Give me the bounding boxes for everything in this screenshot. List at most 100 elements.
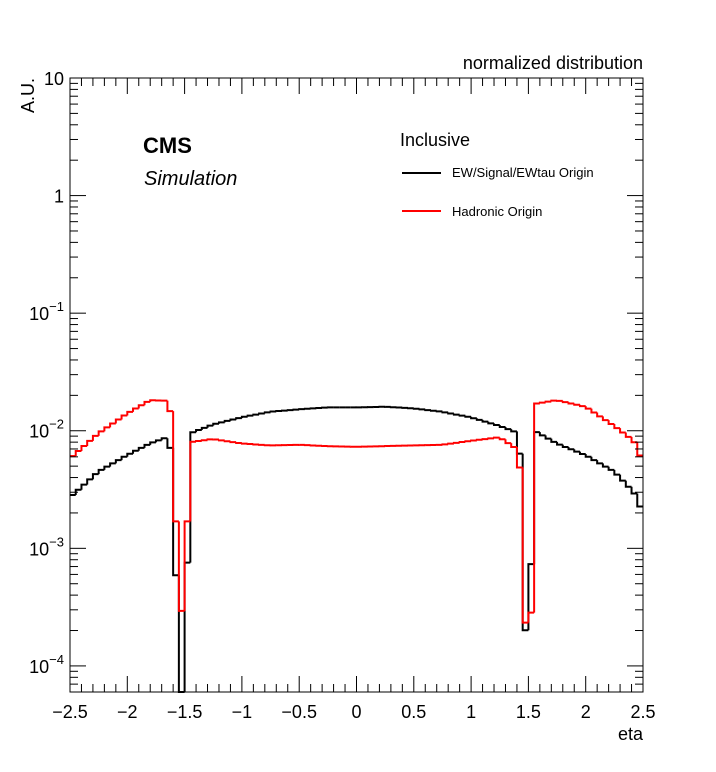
histogram-bin	[447, 442, 454, 445]
histogram-bin	[561, 400, 569, 404]
histogram-bin	[137, 404, 145, 409]
x-tick-label: 0	[351, 702, 361, 722]
histogram-bin	[252, 413, 260, 416]
histogram-bin	[120, 455, 128, 461]
x-tick-label: 2	[581, 702, 591, 722]
histogram-bin	[217, 439, 225, 442]
histogram-bin	[223, 419, 231, 423]
histogram-bin	[74, 450, 82, 457]
histogram-bin	[458, 441, 466, 444]
histogram-bin	[624, 480, 632, 488]
histogram-bin	[143, 400, 151, 406]
histogram-bin	[521, 467, 529, 624]
histogram-bin	[515, 446, 523, 469]
histogram-bin	[538, 432, 546, 437]
histogram-bin	[493, 423, 500, 427]
histogram-bin	[487, 421, 495, 425]
series-hadronic	[70, 399, 643, 624]
histogram-bin	[596, 460, 603, 465]
histogram-bin	[590, 456, 598, 462]
cms-label: CMS	[143, 133, 192, 158]
y-tick-label: 10−3	[29, 534, 64, 559]
x-tick-label: −2	[117, 702, 138, 722]
histogram-bin	[200, 426, 208, 431]
histogram-bin	[578, 404, 586, 408]
x-tick-label: −0.5	[281, 702, 317, 722]
histogram-bin	[556, 441, 563, 446]
histogram-bin	[464, 440, 472, 443]
histogram-bin	[114, 418, 122, 424]
histogram-bin	[183, 520, 191, 611]
histogram-bin	[596, 412, 603, 418]
y-tick-label: 10−1	[29, 299, 64, 324]
histogram-bin	[493, 436, 500, 439]
histogram-bin	[470, 439, 477, 442]
histogram-bin	[149, 441, 156, 445]
histogram-bin	[544, 400, 552, 403]
series-layer	[70, 399, 643, 693]
histogram-bin	[229, 418, 237, 421]
histogram-bin	[619, 428, 626, 434]
y-axis-title: A.U.	[18, 78, 38, 113]
histogram-bin	[97, 430, 105, 436]
x-tick-label: 0.5	[401, 702, 426, 722]
histogram-bin	[613, 469, 621, 476]
histogram-bin	[154, 439, 162, 443]
histogram-bin	[126, 452, 134, 457]
histogram-bin	[561, 444, 569, 448]
histogram-bin	[613, 423, 621, 430]
histogram-bin	[435, 410, 443, 413]
histogram-bin	[200, 439, 208, 442]
histogram-bin	[607, 466, 615, 471]
histogram-bin	[86, 478, 93, 485]
legend: Inclusive EW/Signal/EWtau Origin Hadroni…	[400, 130, 594, 219]
histogram-bin	[149, 399, 156, 402]
x-axis-title: eta	[618, 724, 644, 744]
histogram-bin	[533, 402, 540, 613]
histogram-bin	[91, 434, 99, 441]
simulation-label: Simulation	[144, 168, 237, 190]
legend-label-hadronic: Hadronic Origin	[452, 204, 542, 219]
histogram-bin	[206, 424, 214, 428]
histogram-bin	[195, 439, 202, 442]
histogram-bin	[74, 488, 82, 496]
histogram-bin	[172, 411, 179, 523]
histogram-bin	[475, 438, 483, 441]
histogram-bin	[177, 521, 185, 612]
histogram-bin	[160, 437, 168, 441]
histogram-bin	[235, 417, 242, 420]
x-tick-label: 2.5	[630, 702, 655, 722]
legend-header: Inclusive	[400, 130, 470, 150]
histogram-bin	[246, 414, 254, 417]
histogram-bin	[481, 438, 489, 441]
x-tick-label: 1	[466, 702, 476, 722]
histogram-bin	[109, 422, 116, 428]
histogram-bin	[544, 435, 552, 440]
y-tick-label: 1	[54, 187, 64, 207]
histogram-bin	[166, 400, 174, 413]
histogram-bin	[601, 463, 609, 468]
histogram-bin	[475, 418, 483, 421]
histogram-bin	[573, 403, 580, 406]
histogram-bin	[452, 413, 460, 416]
histogram-bin	[166, 438, 174, 449]
histogram-bin	[103, 465, 111, 470]
histogram-bin	[504, 439, 512, 445]
histogram-bin	[487, 437, 495, 440]
histogram-bin	[109, 462, 116, 467]
histogram-bin	[498, 437, 506, 441]
histogram-bin	[636, 493, 643, 508]
histogram-bin	[601, 416, 609, 422]
histogram-bin	[206, 438, 214, 441]
histogram-bin	[458, 414, 466, 417]
histogram-bin	[424, 409, 431, 412]
histogram-bin	[607, 420, 615, 425]
y-tick-label: 10	[44, 69, 64, 89]
histogram-bin	[464, 415, 472, 418]
histogram-bin	[195, 429, 202, 433]
histogram-bin	[418, 408, 426, 411]
histogram-bin	[578, 451, 586, 455]
histogram-bin	[527, 611, 535, 623]
